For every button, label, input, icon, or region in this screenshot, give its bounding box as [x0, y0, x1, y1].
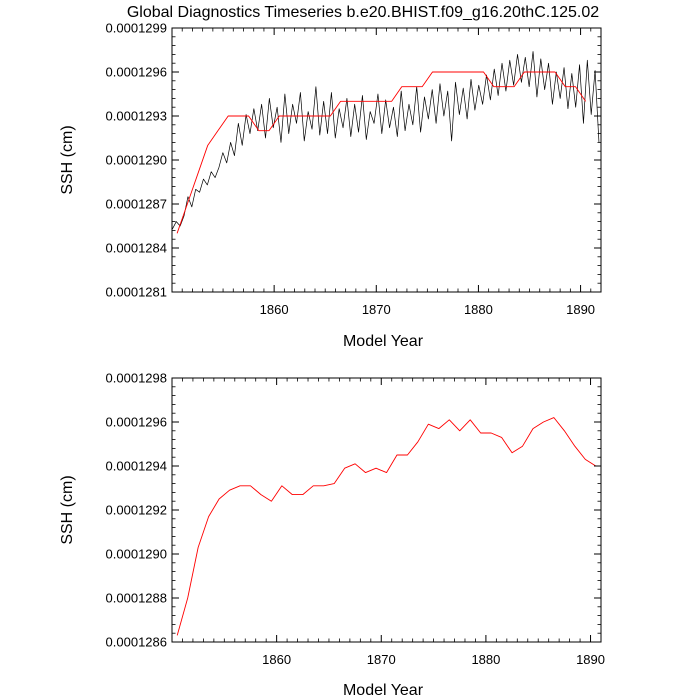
- bottom-panel-frame: [171, 377, 602, 643]
- top-x-tick-label: 1860: [260, 302, 289, 317]
- top-panel-frame: [171, 27, 602, 293]
- bottom-x-tick-label: 1880: [471, 652, 500, 667]
- top-y-tick-label: 0.0001281: [106, 285, 167, 300]
- bottom-y-tick-label: 0.0001286: [106, 635, 167, 650]
- top-y-tick-label: 0.0001299: [106, 21, 167, 36]
- top-series-monthly: [172, 51, 600, 230]
- top-y-axis-label: SSH (cm): [59, 125, 76, 194]
- bottom-panel-series: [176, 417, 597, 636]
- top-panel-series: [172, 51, 600, 234]
- bottom-x-tick-label: 1890: [576, 652, 605, 667]
- top-x-axis-label: Model Year: [343, 333, 424, 350]
- bottom-y-tick-label: 0.0001296: [106, 415, 167, 430]
- bottom-y-axis-label: SSH (cm): [59, 475, 76, 544]
- bottom-x-tick-label: 1870: [367, 652, 396, 667]
- bottom-x-axis-label: Model Year: [343, 682, 424, 699]
- top-x-tick-label: 1870: [362, 302, 391, 317]
- bottom-y-tick-label: 0.0001292: [106, 503, 167, 518]
- bottom-y-tick-label: 0.0001298: [106, 371, 167, 386]
- bottom-series-annual: [176, 417, 597, 636]
- bottom-y-tick-label: 0.0001290: [106, 547, 167, 562]
- bottom-x-tick-label: 1860: [262, 652, 291, 667]
- top-panel-axes: 0.0001281 0.0001284 0.0001287 0.0001290 0.00…: [106, 21, 602, 317]
- top-panel: 0.0001281 0.0001284 0.0001287 0.0001290 0.00…: [59, 21, 602, 350]
- top-y-tick-label: 0.0001287: [106, 197, 167, 212]
- bottom-panel-axes: 0.0001286 0.0001288 0.0001290 0.0001292 0.00…: [106, 371, 605, 668]
- top-x-tick-label: 1890: [566, 302, 595, 317]
- top-y-tick-label: 0.0001290: [106, 153, 167, 168]
- top-x-tick-label: 1880: [464, 302, 493, 317]
- top-y-tick-label: 0.0001293: [106, 109, 167, 124]
- chart-title: Global Diagnostics Timeseries b.e20.BHIS…: [127, 4, 599, 21]
- top-y-tick-label: 0.0001284: [106, 241, 167, 256]
- bottom-panel: 0.0001286 0.0001288 0.0001290 0.0001292 0.00…: [59, 371, 605, 700]
- bottom-y-tick-label: 0.0001294: [106, 459, 167, 474]
- bottom-y-tick-label: 0.0001288: [106, 591, 167, 606]
- top-y-tick-label: 0.0001296: [106, 65, 167, 80]
- top-series-annual-smoothed: [176, 71, 587, 234]
